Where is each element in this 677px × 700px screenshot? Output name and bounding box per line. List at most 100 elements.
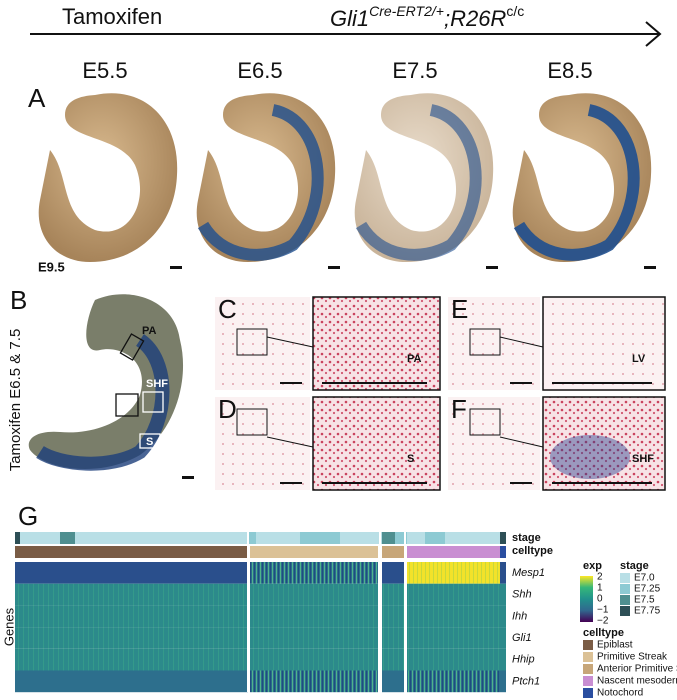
reporter: ;R26R (444, 6, 506, 31)
color-scale (580, 576, 593, 622)
heatmap-block (500, 627, 506, 649)
region-label: S (407, 453, 414, 465)
legend-swatch (583, 676, 593, 686)
stain (197, 104, 324, 261)
heatmap-block (15, 605, 248, 628)
embryo (38, 93, 182, 269)
panel-letter: B (10, 285, 27, 315)
region-label: PA (407, 353, 422, 365)
legend-label: E7.5 (634, 595, 655, 606)
heatmap-block (15, 562, 248, 584)
region-label: S (146, 436, 153, 448)
scale-bar (328, 266, 340, 269)
region-label: SHF (146, 378, 168, 390)
gene-label: Ihh (512, 610, 527, 622)
stain (513, 104, 640, 261)
embryo-row: E5.5 E6.5 E7.5 E8.5 E9.5 (38, 58, 656, 274)
scale-tick-label: 0 (597, 594, 603, 605)
stage-label: E7.5 (392, 58, 437, 83)
stage-bar (256, 532, 300, 544)
region-boxes (115, 333, 164, 449)
heatmap-block (407, 670, 500, 693)
scale-bar (280, 382, 302, 384)
heatmap-block (250, 648, 378, 671)
gene-label: Ptch1 (512, 675, 540, 687)
heatmap-block (15, 627, 248, 649)
panel-letter: G (18, 501, 38, 531)
legend-title: celltype (583, 627, 624, 639)
region-label: LV (632, 353, 646, 365)
stage-bar (340, 532, 382, 544)
legend-label: Anterior Primitive Streak (597, 664, 677, 675)
heatmap-block (382, 583, 404, 606)
heatmap-block (500, 605, 506, 628)
heatmap-block (15, 648, 248, 671)
legend-swatch (620, 573, 630, 583)
heatmap-block (15, 583, 248, 606)
stage-label: E9.5 (38, 259, 65, 274)
heatmap-block (407, 562, 500, 584)
zoom-box (236, 408, 268, 436)
gene-label: Gli1 (512, 632, 532, 644)
allele: Cre-ERT2/+ (369, 3, 444, 19)
stage-bar (248, 532, 256, 544)
celltype-bar (15, 546, 248, 558)
scale-bar (486, 266, 498, 269)
embryo-body (38, 93, 178, 262)
heatmap-block (250, 605, 378, 628)
zoom-box (469, 328, 501, 356)
scale-tick-label: 2 (597, 572, 603, 583)
celltype-bar (250, 546, 378, 558)
heatmap-block (250, 627, 378, 649)
stage-label: E8.5 (547, 58, 592, 83)
region-label: H (106, 399, 114, 411)
connector (499, 436, 544, 448)
legend-label: Notochord (597, 688, 643, 699)
heatmap-block (500, 583, 506, 606)
stage-bar (20, 532, 60, 544)
panel-letter: A (28, 83, 46, 113)
legend-swatch (620, 584, 630, 594)
scale-bar (552, 482, 652, 484)
heatmap-block (15, 670, 248, 693)
inset-image (312, 296, 441, 391)
inset-image (542, 296, 666, 391)
legend-label: Primitive Streak (597, 652, 668, 663)
section-image (215, 397, 310, 490)
section-image (215, 297, 310, 390)
stage-bar (300, 532, 340, 544)
arrow (30, 21, 662, 47)
genotype: Gli1Cre-ERT2/+;R26Rc/c (330, 3, 524, 31)
legend-label: E7.25 (634, 584, 661, 595)
heatmap-block (407, 648, 500, 671)
stage-bar (382, 532, 395, 544)
heatmap-block (382, 605, 404, 628)
embryo-b (28, 294, 194, 479)
connector (266, 436, 314, 448)
heatmap-block (382, 648, 404, 671)
zoom-box (236, 328, 268, 356)
zoom-box (469, 408, 501, 436)
stain (550, 435, 630, 479)
stage-bar (407, 532, 425, 544)
gene-label: Mesp1 (512, 567, 545, 579)
legend-swatch (583, 652, 593, 662)
heatmap-block (382, 627, 404, 649)
stage-label: E9.5 (40, 471, 67, 486)
allele: c/c (506, 3, 524, 19)
panel-letter: D (218, 394, 237, 424)
panel-letter: C (218, 294, 237, 324)
gene-label: Hhip (512, 654, 535, 666)
heatmap-block (407, 583, 500, 606)
heatmap-block (407, 605, 500, 628)
legend-title: stage (620, 560, 649, 572)
stage-bar (445, 532, 500, 544)
stage-bar (500, 532, 506, 544)
y-label: Genes (1, 607, 16, 646)
heatmap-block (250, 583, 378, 606)
stage-bar (75, 532, 248, 544)
section-image (448, 397, 540, 490)
